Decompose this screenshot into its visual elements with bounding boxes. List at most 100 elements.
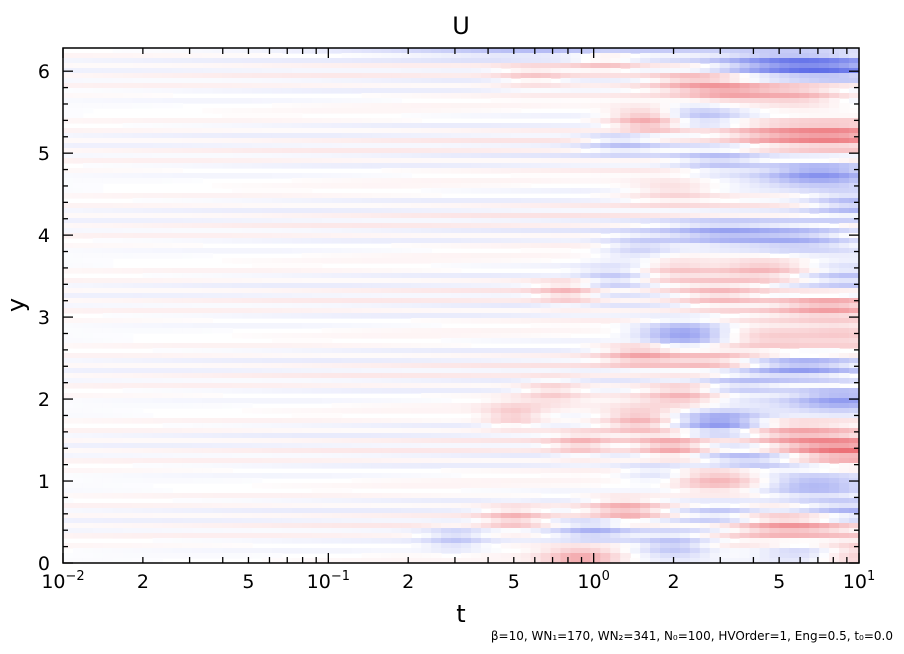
heat-cell	[172, 308, 183, 314]
heat-cell	[490, 233, 502, 239]
heat-cell	[242, 88, 253, 94]
heat-cell	[540, 333, 552, 339]
heat-cell	[142, 138, 154, 144]
heat-cell	[610, 133, 621, 139]
heat-cell	[112, 228, 124, 234]
heat-cell	[132, 353, 144, 359]
heat-cell	[82, 378, 94, 384]
heat-cell	[510, 68, 522, 74]
heat-cell	[142, 243, 154, 249]
heat-cell	[311, 68, 323, 74]
heat-cell	[391, 218, 402, 224]
heat-cell	[311, 73, 323, 79]
heat-cell	[630, 123, 641, 129]
heat-cell	[461, 338, 472, 344]
heat-cell	[361, 223, 373, 229]
heat-cell	[709, 313, 721, 319]
heat-cell	[421, 368, 432, 374]
heat-cell	[650, 123, 661, 129]
heat-cell	[829, 308, 840, 314]
heat-cell	[262, 343, 273, 349]
heat-cell	[102, 63, 114, 69]
heat-cell	[112, 238, 124, 244]
heat-cell	[361, 228, 373, 234]
heat-cell	[142, 58, 154, 64]
heat-cell	[550, 238, 562, 244]
heat-cell	[162, 158, 174, 164]
heat-cell	[132, 178, 144, 184]
heat-cell	[679, 53, 691, 59]
heat-cell	[431, 108, 442, 114]
heat-cell	[281, 268, 293, 274]
heat-cell	[291, 248, 303, 254]
heat-cell	[431, 308, 442, 314]
heat-cell	[839, 343, 850, 349]
heat-cell	[92, 208, 104, 214]
heat-cell	[739, 153, 751, 159]
heat-cell	[172, 268, 183, 274]
heat-cell	[630, 193, 641, 199]
heat-cell	[500, 313, 512, 319]
heat-cell	[102, 193, 114, 199]
heat-cell	[829, 303, 840, 309]
heat-cell	[291, 298, 303, 304]
heat-cell	[421, 258, 432, 264]
heat-cell	[232, 163, 243, 169]
heat-cell	[441, 73, 452, 79]
heat-cell	[361, 248, 373, 254]
heat-cell	[570, 338, 581, 344]
heat-cell	[669, 88, 681, 94]
heat-cell	[401, 333, 412, 339]
heat-cell	[520, 383, 532, 389]
heat-cell	[769, 68, 780, 74]
heat-cell	[331, 163, 343, 169]
heat-cell	[520, 348, 532, 354]
heat-cell	[102, 93, 114, 99]
heat-cell	[431, 223, 442, 229]
heat-cell	[719, 358, 731, 364]
heat-cell	[480, 143, 492, 149]
heat-cell	[640, 373, 651, 379]
heat-cell	[451, 103, 462, 109]
heat-cell	[799, 348, 810, 354]
heat-cell	[480, 233, 492, 239]
heat-cell	[520, 103, 532, 109]
heat-cell	[600, 168, 611, 174]
heat-cell	[291, 128, 303, 134]
heat-cell	[660, 238, 671, 244]
heat-cell	[441, 298, 452, 304]
heat-cell	[779, 183, 790, 189]
heat-cell	[669, 288, 681, 294]
heat-cell	[829, 108, 840, 114]
heat-cell	[82, 98, 94, 104]
heat-cell	[341, 258, 353, 264]
heat-cell	[600, 238, 611, 244]
heat-cell	[351, 308, 363, 314]
heat-cell	[461, 203, 472, 209]
heat-cell	[729, 78, 741, 84]
heat-cell	[142, 388, 154, 394]
heat-cell	[142, 203, 154, 209]
heat-cell	[102, 143, 114, 149]
heat-cell	[172, 218, 183, 224]
heat-cell	[242, 173, 253, 179]
heat-cell	[122, 248, 134, 254]
heat-cell	[102, 288, 114, 294]
heat-cell	[351, 73, 363, 79]
heat-cell	[590, 108, 601, 114]
heat-cell	[311, 303, 323, 309]
heat-cell	[72, 303, 84, 309]
heat-cell	[182, 238, 193, 244]
heat-cell	[281, 333, 293, 339]
heat-cell	[271, 103, 283, 109]
heat-cell	[122, 378, 134, 384]
heat-cell	[590, 308, 601, 314]
heat-cell	[799, 213, 810, 219]
heat-cell	[580, 383, 591, 389]
heat-cell	[451, 188, 462, 194]
heat-cell	[550, 373, 562, 379]
heat-cell	[580, 243, 591, 249]
heat-cell	[480, 128, 492, 134]
heat-cell	[470, 158, 482, 164]
